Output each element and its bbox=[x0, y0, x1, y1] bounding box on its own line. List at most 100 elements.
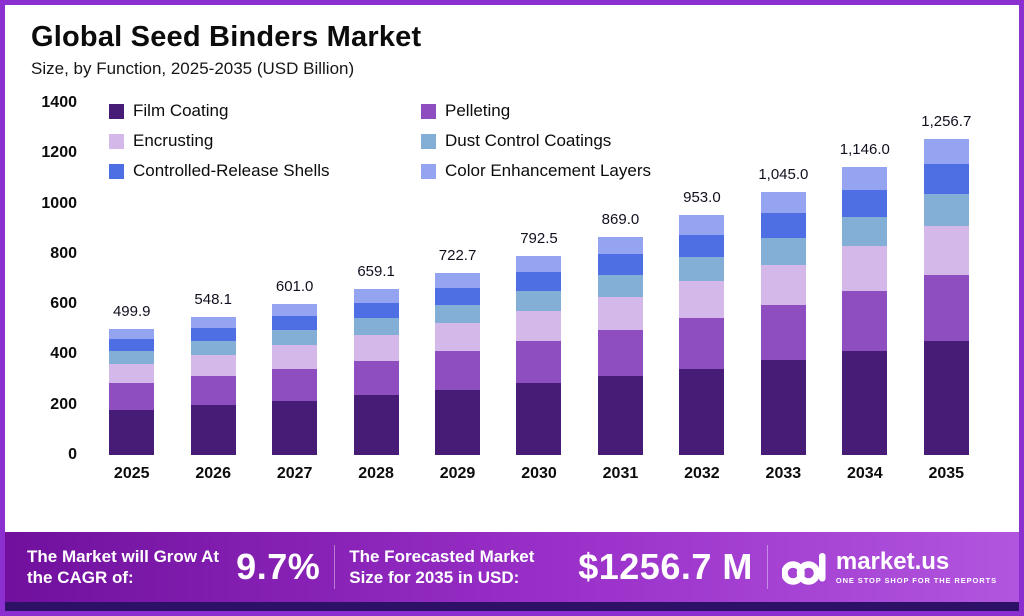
bar-segment bbox=[760, 264, 806, 306]
y-tick-label: 200 bbox=[50, 395, 77, 413]
bar-segment bbox=[516, 255, 562, 272]
bar-segment bbox=[353, 302, 399, 319]
legend-label: Dust Control Coatings bbox=[445, 131, 612, 150]
bar-segment bbox=[597, 296, 643, 331]
bar-segment bbox=[190, 376, 236, 406]
stacked-bar-chart: 1400 1200 1000 800 600 400 200 0 Film Coating Pe… bbox=[31, 94, 993, 483]
bar-segment bbox=[679, 318, 725, 369]
bar-segment bbox=[842, 217, 888, 247]
bar-segment bbox=[923, 164, 969, 195]
bar-segment bbox=[760, 305, 806, 361]
y-tick-label: 400 bbox=[50, 345, 77, 363]
x-axis-label: 2031 bbox=[602, 465, 639, 482]
bar-segment bbox=[109, 329, 155, 340]
legend-item: Controlled-Release Shells bbox=[109, 161, 421, 181]
legend-item: Encrusting bbox=[109, 131, 421, 151]
bar-total-label: 1,256.7 bbox=[921, 113, 972, 131]
bar-column: 499.9 bbox=[91, 103, 172, 455]
legend-item: Color Enhancement Layers bbox=[421, 161, 651, 181]
brand-name: market.us bbox=[835, 547, 950, 575]
bar-segment bbox=[923, 139, 969, 165]
bar-column: 601.0 bbox=[254, 103, 335, 455]
chart-legend: Film Coating Pelleting Encrusting Dust Cont… bbox=[109, 101, 651, 181]
legend-swatch bbox=[109, 163, 124, 179]
forecast-value: $1256.7 M bbox=[578, 546, 753, 587]
bar-segment bbox=[435, 305, 481, 324]
plot-wrap: Film Coating Pelleting Encrusting Dust Cont… bbox=[85, 101, 993, 483]
bar-segment bbox=[190, 355, 236, 377]
bar-segment bbox=[679, 234, 725, 258]
bar-segment bbox=[272, 330, 318, 346]
forecast-label: The Forecasted Market Size for 2035 in U… bbox=[349, 546, 535, 587]
legend-item: Dust Control Coatings bbox=[421, 131, 651, 151]
bar-stack bbox=[109, 329, 155, 455]
x-axis-label: 2029 bbox=[439, 465, 476, 482]
bar-segment bbox=[272, 368, 318, 401]
bar-segment bbox=[516, 271, 562, 291]
bar-segment bbox=[597, 376, 643, 455]
legend-item: Pelleting bbox=[421, 101, 651, 121]
legend-swatch bbox=[421, 103, 436, 119]
bar-segment bbox=[353, 360, 399, 396]
bar-total-label: 548.1 bbox=[194, 291, 232, 309]
bar-segment bbox=[190, 341, 236, 356]
bar-segment bbox=[516, 341, 562, 384]
y-tick-label: 1200 bbox=[41, 144, 77, 162]
legend-swatch bbox=[421, 163, 436, 179]
bar-stack bbox=[516, 255, 562, 456]
bar-total-label: 1,045.0 bbox=[758, 166, 809, 184]
bar-segment bbox=[923, 341, 969, 456]
bar-column: 869.0 bbox=[580, 103, 661, 455]
bar-stack bbox=[923, 139, 969, 456]
legend-swatch bbox=[109, 103, 124, 119]
x-axis-label: 2033 bbox=[765, 465, 802, 482]
header: Global Seed Binders Market Size, by Func… bbox=[31, 21, 993, 79]
x-axis: 2025 2026 2027 2028 2029 2030 2031 2032 2033 2034… bbox=[85, 465, 993, 483]
legend-label: Encrusting bbox=[133, 131, 214, 150]
bar-segment bbox=[760, 213, 806, 239]
bar-total-label: 499.9 bbox=[112, 303, 151, 321]
x-axis-label: 2028 bbox=[358, 465, 394, 482]
bar-total-label: 722.7 bbox=[438, 247, 477, 265]
bar-column: 792.5 bbox=[498, 103, 579, 456]
banner-divider bbox=[766, 545, 768, 589]
bar-segment bbox=[516, 383, 562, 456]
y-axis: 1400 1200 1000 800 600 400 200 0 bbox=[31, 94, 85, 463]
bar-stack bbox=[597, 236, 643, 455]
y-tick-label: 1400 bbox=[41, 94, 77, 111]
x-axis-label: 2027 bbox=[276, 465, 313, 482]
bar-segment bbox=[923, 225, 969, 275]
y-tick-label: 1000 bbox=[41, 194, 77, 212]
bar-segment bbox=[597, 253, 643, 275]
bar-segment bbox=[679, 257, 725, 282]
bar-segment bbox=[353, 318, 399, 335]
bar-segment bbox=[435, 287, 481, 306]
bar-column: 1,146.0 bbox=[824, 103, 905, 455]
bar-segment bbox=[597, 330, 643, 377]
bar-total-label: 953.0 bbox=[683, 189, 721, 207]
cagr-label: The Market will Grow At the CAGR of: bbox=[27, 546, 220, 587]
market-us-logo bbox=[781, 553, 826, 585]
brand-tagline: ONE STOP SHOP FOR THE REPORTS bbox=[835, 576, 997, 586]
bar-segment bbox=[353, 334, 399, 361]
legend-label: Color Enhancement Layers bbox=[445, 161, 652, 180]
bar-segment bbox=[272, 303, 318, 316]
bar-total-label: 869.0 bbox=[601, 210, 640, 228]
bar-segment bbox=[109, 383, 155, 410]
plot-area: 499.9 548.1 601.0 659.1 722.7 792.5 869.0 953.0… bbox=[85, 103, 993, 456]
bar-segment bbox=[109, 409, 155, 455]
brand-block: market.us ONE STOP SHOP FOR THE REPORTS bbox=[781, 547, 997, 587]
banner-divider bbox=[334, 545, 336, 589]
bar-column: 1,045.0 bbox=[743, 103, 824, 455]
x-axis-label: 2030 bbox=[521, 465, 557, 482]
bar-stack bbox=[842, 166, 888, 455]
bar-segment bbox=[760, 238, 806, 265]
bar-column: 953.0 bbox=[661, 103, 742, 455]
bar-stack bbox=[760, 192, 806, 455]
y-tick-label: 0 bbox=[68, 446, 77, 463]
bar-segment bbox=[923, 194, 969, 226]
bar-column: 1,256.7 bbox=[906, 103, 987, 456]
bar-column: 548.1 bbox=[172, 103, 253, 456]
page-title: Global Seed Binders Market bbox=[31, 21, 422, 53]
legend-swatch bbox=[109, 133, 124, 149]
